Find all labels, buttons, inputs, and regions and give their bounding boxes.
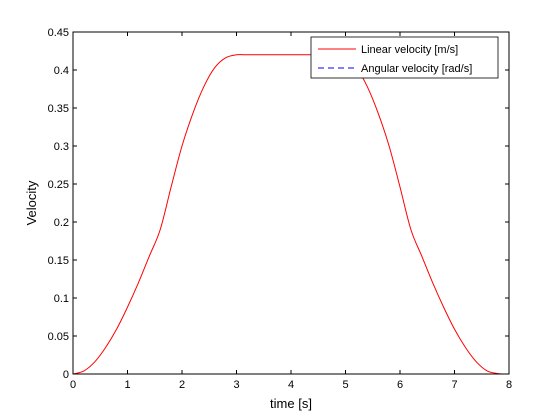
y-tick-label: 0.35 bbox=[48, 103, 69, 115]
y-tick-label: 0.25 bbox=[48, 179, 69, 191]
x-tick-label: 4 bbox=[288, 379, 294, 391]
y-tick-label: 0.1 bbox=[54, 293, 69, 305]
x-tick-label: 7 bbox=[451, 379, 457, 391]
x-tick-label: 8 bbox=[506, 379, 512, 391]
x-tick-label: 5 bbox=[342, 379, 348, 391]
x-tick-label: 1 bbox=[124, 379, 130, 391]
x-tick-label: 6 bbox=[397, 379, 403, 391]
x-tick-label: 0 bbox=[70, 379, 76, 391]
legend-label-angular: Angular velocity [rad/s] bbox=[361, 63, 472, 75]
x-tick-label: 3 bbox=[233, 379, 239, 391]
y-axis-ticks: 0 0.05 0.1 0.15 0.2 0.25 0.3 0.35 0.4 0.45 bbox=[48, 27, 509, 381]
legend-label-linear: Linear velocity [m/s] bbox=[361, 44, 458, 56]
y-tick-label: 0.45 bbox=[48, 27, 69, 39]
x-axis-label: time [s] bbox=[270, 396, 312, 411]
plot-area bbox=[73, 32, 509, 374]
y-tick-label: 0.4 bbox=[54, 65, 69, 77]
y-tick-label: 0 bbox=[63, 369, 69, 381]
x-axis-ticks: 0 1 2 3 4 5 6 7 8 bbox=[70, 32, 512, 391]
y-tick-label: 0.05 bbox=[48, 331, 69, 343]
y-axis-label: Velocity bbox=[24, 180, 39, 225]
legend: Linear velocity [m/s] Angular velocity [… bbox=[310, 36, 499, 79]
series-line-linear-velocity bbox=[72, 54, 504, 375]
legend-box bbox=[310, 36, 499, 79]
x-tick-label: 2 bbox=[179, 379, 185, 391]
y-tick-label: 0.3 bbox=[54, 141, 69, 153]
y-tick-label: 0.2 bbox=[54, 217, 69, 229]
y-tick-label: 0.15 bbox=[48, 255, 69, 267]
